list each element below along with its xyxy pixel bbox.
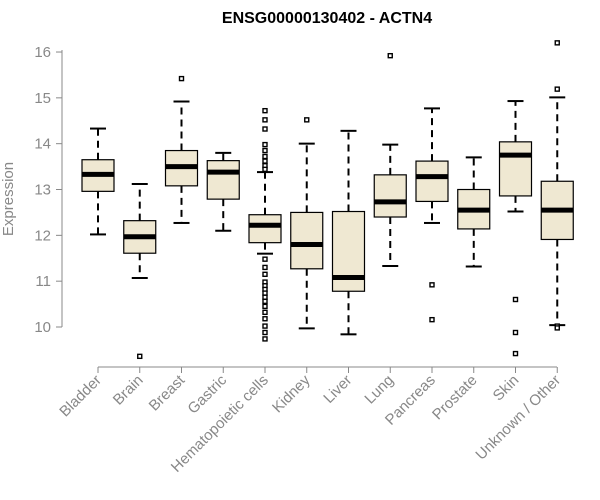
outlier-point	[262, 153, 268, 160]
chart-title: ENSG00000130402 - ACTN4	[222, 10, 432, 27]
box-pancreas	[415, 107, 449, 323]
outlier-point	[262, 294, 268, 300]
x-tick-label: Lung	[361, 372, 397, 408]
outlier-point	[262, 158, 268, 164]
iqr-box	[248, 214, 282, 244]
outlier-point	[262, 336, 268, 342]
outlier-point	[262, 256, 268, 262]
x-tick-label: Bladder	[56, 372, 105, 421]
x-tick-label: Breast	[146, 371, 189, 414]
iqr-box	[206, 160, 240, 200]
outlier-point	[262, 271, 268, 277]
boxes	[81, 40, 574, 360]
outlier-point	[262, 298, 268, 305]
box-brain	[123, 183, 157, 360]
outlier-point	[262, 316, 268, 322]
box-bladder	[81, 127, 115, 236]
outlier-point	[178, 75, 185, 82]
box-gastric	[206, 151, 240, 232]
box-lung	[373, 52, 407, 268]
outlier-point	[262, 290, 268, 296]
y-tick-label-14: 14	[34, 136, 51, 153]
iqr-box	[373, 174, 407, 218]
outlier-point	[262, 264, 268, 271]
box-unknown-other	[540, 40, 574, 331]
outlier-point	[512, 329, 519, 336]
y-tick-label-11: 11	[35, 273, 51, 290]
outlier-point	[429, 316, 435, 323]
y-tick-label-12: 12	[34, 227, 51, 244]
y-ticks: 10 11 12 13 14 15 16	[34, 44, 62, 336]
outlier-point	[262, 141, 268, 148]
box-liver	[331, 129, 366, 336]
outlier-point	[262, 323, 268, 329]
iqr-box	[498, 141, 533, 197]
box-prostate	[457, 156, 491, 268]
outlier-point	[262, 117, 268, 123]
outlier-point	[429, 282, 435, 288]
outlier-point	[554, 40, 560, 46]
outlier-point	[262, 309, 268, 316]
outlier-point	[387, 52, 393, 59]
box-hematopoietic-cells	[248, 107, 282, 342]
outlier-point	[262, 303, 268, 310]
outlier-point	[262, 126, 268, 132]
iqr-box	[415, 160, 449, 203]
x-tick-label: Prostate	[429, 372, 481, 424]
box-breast	[164, 75, 199, 224]
iqr-box	[290, 211, 324, 270]
outlier-point	[137, 353, 143, 360]
x-tick-label: Skin	[490, 372, 523, 405]
x-tick-label: Liver	[320, 372, 355, 407]
outlier-point	[554, 325, 560, 331]
y-tick-label-16: 16	[34, 44, 51, 61]
outlier-point	[512, 296, 519, 303]
outlier-point	[262, 329, 268, 336]
y-tick-label-15: 15	[34, 90, 51, 107]
y-axis-label: Expression	[0, 162, 17, 236]
outlier-point	[512, 350, 519, 357]
x-tick-label: Kidney	[269, 371, 314, 416]
y-tick-label-13: 13	[34, 182, 51, 199]
outlier-point	[262, 147, 268, 154]
y-tick-label-10: 10	[34, 319, 51, 336]
outlier-point	[554, 86, 560, 92]
box-skin	[498, 100, 533, 357]
outlier-point	[262, 166, 268, 173]
outlier-point	[262, 107, 268, 114]
outlier-point	[304, 117, 310, 123]
x-tick-label: Brain	[110, 372, 147, 409]
box-kidney	[290, 117, 324, 330]
